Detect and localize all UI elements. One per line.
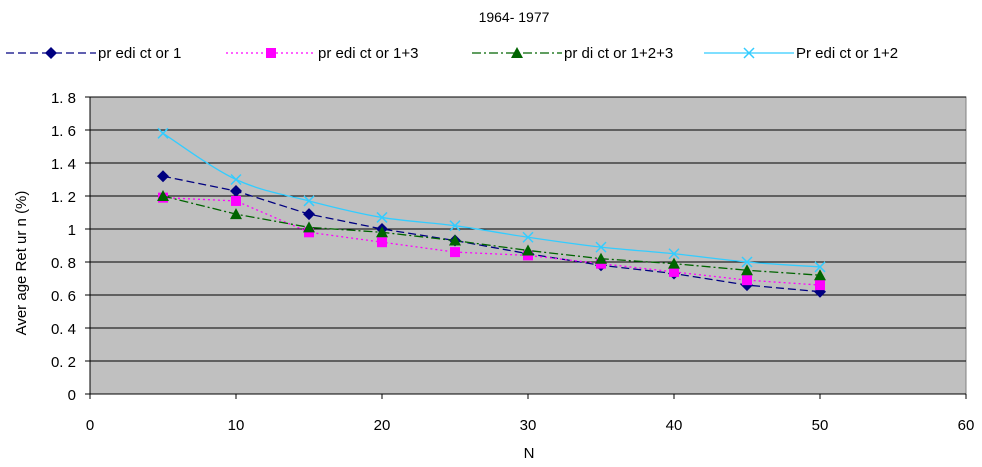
legend-label: pr di ct or 1+2+3 xyxy=(564,45,673,62)
x-tick-label: 50 xyxy=(812,417,829,434)
legend-marker xyxy=(511,47,523,58)
data-point xyxy=(230,185,242,198)
x-axis-label: N xyxy=(524,445,535,462)
data-point xyxy=(303,221,315,233)
data-point xyxy=(815,280,825,291)
legend-item-4: Pr edi ct or 1+2 xyxy=(704,45,898,62)
data-point xyxy=(157,170,169,183)
data-point xyxy=(741,256,753,268)
y-tick-label: 1. 6 xyxy=(51,123,76,140)
data-point xyxy=(668,257,680,269)
data-point xyxy=(231,195,241,206)
y-tick-label: 1. 4 xyxy=(51,156,76,173)
y-tick-label: 0. 2 xyxy=(51,354,76,371)
series-layer xyxy=(157,127,826,298)
legend-item-2: pr edi ct or 1+3 xyxy=(226,45,418,62)
data-point xyxy=(303,195,315,207)
data-point xyxy=(595,252,607,264)
data-point xyxy=(742,275,752,286)
legend: pr edi ct or 1 pr edi ct or 1+3 pr di ct o… xyxy=(6,45,898,62)
y-tick-label: 0. 6 xyxy=(51,288,76,305)
x-tick-label: 10 xyxy=(228,417,245,434)
y-tick-label: 1 xyxy=(68,222,76,239)
legend-label: pr edi ct or 1+3 xyxy=(318,45,418,62)
legend-item-3: pr di ct or 1+2+3 xyxy=(472,45,673,62)
legend-marker xyxy=(266,48,276,58)
data-point xyxy=(814,269,826,281)
data-point xyxy=(669,266,679,277)
y-tick-label: 0 xyxy=(68,387,76,404)
data-point xyxy=(522,244,534,256)
axes: 0 0. 2 0. 4 0. 6 0. 8 1 1. 2 1. 4 1. 6 1. 8 0 10 20 3… xyxy=(51,90,974,434)
y-tick-label: 0. 4 xyxy=(51,321,76,338)
data-point xyxy=(303,208,315,221)
x-tick-label: 0 xyxy=(86,417,94,434)
legend-label: Pr edi ct or 1+2 xyxy=(796,45,898,62)
chart-title: 1964- 1977 xyxy=(479,9,550,25)
data-point xyxy=(522,231,534,243)
data-point xyxy=(157,127,169,139)
legend-item-1: pr edi ct or 1 xyxy=(6,45,181,62)
legend-label: pr edi ct or 1 xyxy=(98,45,181,62)
series-4 xyxy=(157,127,826,273)
x-tick-label: 30 xyxy=(520,417,537,434)
data-point xyxy=(741,264,753,276)
data-point xyxy=(376,226,388,238)
data-point xyxy=(668,248,680,260)
x-tick-label: 60 xyxy=(958,417,975,434)
series-line xyxy=(162,195,821,276)
data-point xyxy=(377,237,387,248)
series-line xyxy=(162,175,821,293)
data-point xyxy=(157,190,169,201)
y-axis-label: Aver age Ret ur n (%) xyxy=(13,191,30,336)
x-tick-label: 40 xyxy=(666,417,683,434)
data-point xyxy=(449,234,461,246)
legend-marker xyxy=(743,47,755,59)
series-line xyxy=(162,132,821,268)
data-point xyxy=(449,220,461,232)
data-point xyxy=(814,261,826,273)
legend-marker xyxy=(45,47,57,59)
series-3 xyxy=(157,190,826,281)
y-tick-label: 1. 2 xyxy=(51,189,76,206)
data-point xyxy=(595,241,607,253)
data-point xyxy=(450,247,460,258)
y-tick-label: 1. 8 xyxy=(51,90,76,107)
data-point xyxy=(230,173,242,186)
data-point xyxy=(230,208,242,220)
x-tick-label: 20 xyxy=(374,417,391,434)
data-point xyxy=(376,211,388,223)
series-line xyxy=(162,197,821,286)
y-tick-label: 0. 8 xyxy=(51,255,76,272)
